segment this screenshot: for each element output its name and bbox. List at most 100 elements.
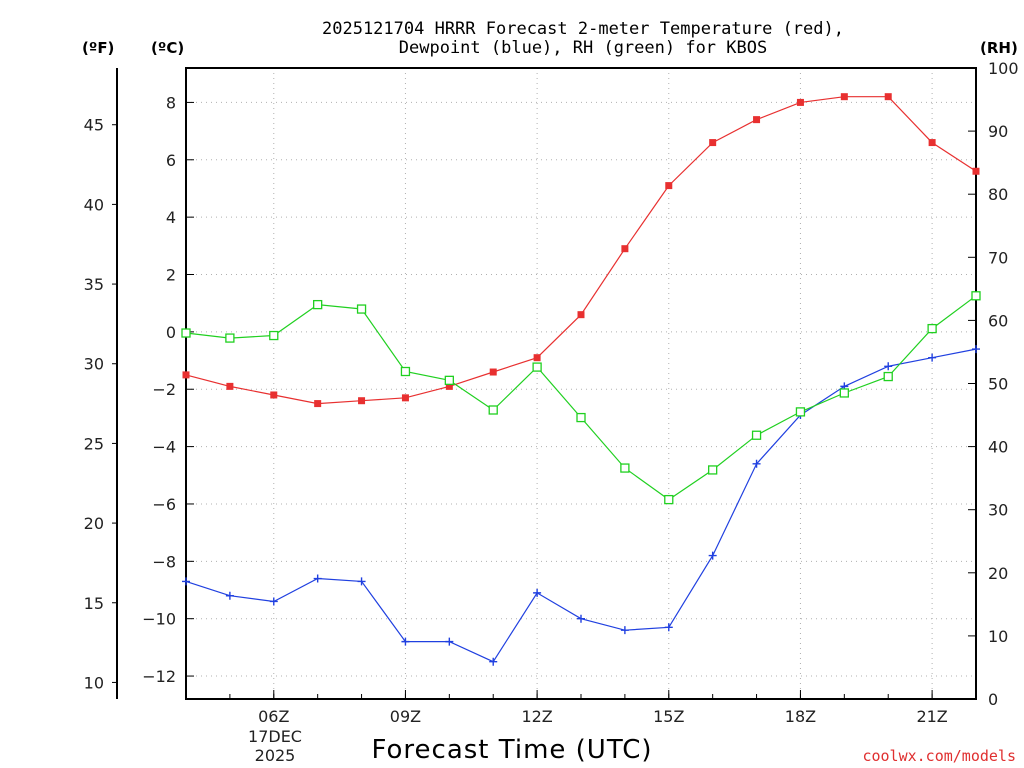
temperature-point [796, 98, 804, 106]
dewpoint-point [664, 623, 673, 632]
rh-point [795, 407, 806, 417]
dewpoint-point [401, 637, 410, 646]
temperature-point [226, 382, 234, 390]
temperature-point [753, 116, 761, 124]
rh-point [927, 323, 937, 334]
x-tick-label: 12Z [521, 707, 552, 726]
rh-point [708, 465, 718, 475]
rh-unit-label: (RH) [980, 39, 1018, 57]
rh-point [971, 291, 981, 301]
celsius-axis: 8 6 4 2 0 −2 −4 −6 −8 −10 −12 [142, 93, 194, 686]
celsius-tick-label: −6 [152, 495, 176, 514]
rh-tick-label: 20 [988, 564, 1008, 583]
rh-point [664, 494, 674, 505]
temperature-point [840, 93, 848, 101]
fahrenheit-tick-label: 15 [84, 594, 104, 613]
dewpoint-point [182, 577, 190, 586]
rh-tick-label: 40 [988, 438, 1008, 457]
celsius-unit-label: (ºC) [151, 39, 184, 57]
dewpoint-point [313, 574, 322, 583]
temperature-point [928, 139, 936, 147]
temperature-series [182, 93, 980, 408]
dewpoint-point [357, 577, 366, 586]
temperature-point [445, 382, 453, 390]
fahrenheit-unit-label: (ºF) [82, 39, 114, 57]
dewpoint-point [489, 657, 498, 666]
dewpoint-point [533, 588, 542, 597]
source-credit: coolwx.com/models [862, 747, 1016, 765]
dewpoint-point [577, 614, 585, 623]
rh-tick-label: 90 [988, 122, 1008, 141]
x-tick-label: 15Z [653, 707, 684, 726]
celsius-tick-label: −8 [152, 552, 176, 571]
rh-tick-label: 60 [988, 311, 1008, 330]
date-label-year: 2025 [255, 746, 296, 765]
dewpoint-point [752, 459, 761, 468]
temperature-point [314, 400, 322, 408]
fahrenheit-tick-label: 25 [84, 434, 104, 453]
temperature-point [270, 391, 278, 399]
fahrenheit-tick-label: 20 [84, 514, 104, 533]
dewpoint-point [972, 345, 980, 354]
fahrenheit-tick-label: 40 [84, 195, 104, 214]
grid-lines [186, 68, 976, 699]
rh-tick-label: 10 [988, 627, 1008, 646]
rh-tick-label: 50 [988, 375, 1008, 394]
rh-point [751, 430, 762, 440]
rh-point [400, 366, 411, 377]
rh-series [181, 291, 981, 505]
fahrenheit-tick-label: 30 [84, 355, 104, 374]
temperature-point [577, 311, 585, 319]
celsius-tick-label: −12 [142, 667, 176, 686]
rh-point [488, 405, 498, 415]
rh-tick-label: 30 [988, 501, 1008, 520]
temperature-point [401, 394, 409, 402]
temperature-point [489, 368, 497, 376]
x-axis: 06Z 09Z 12Z 15Z 18Z 21Z [185, 690, 977, 726]
dewpoint-point [445, 637, 454, 646]
temperature-point [884, 93, 892, 101]
rh-point [225, 333, 235, 343]
temperature-point [972, 167, 980, 175]
x-axis-title: Forecast Time (UTC) [371, 735, 652, 765]
x-tick-label: 06Z [258, 707, 289, 726]
temperature-point [665, 182, 673, 190]
celsius-tick-label: −2 [152, 380, 176, 399]
rh-point [620, 463, 630, 473]
rh-tick-label: 80 [988, 185, 1008, 204]
data-series [181, 93, 981, 666]
celsius-tick-label: 8 [166, 93, 176, 112]
temperature-point [621, 245, 629, 253]
rh-point [444, 375, 454, 385]
dewpoint-point [225, 591, 234, 600]
celsius-tick-label: 2 [166, 266, 176, 285]
rh-point [839, 388, 849, 398]
rh-line [185, 295, 977, 501]
dewpoint-series [182, 345, 980, 666]
fahrenheit-tick-label: 45 [84, 116, 104, 135]
rh-point [883, 371, 893, 382]
rh-point [576, 412, 586, 423]
temperature-point [709, 139, 717, 147]
dewpoint-point [708, 551, 717, 560]
x-tick-label: 18Z [785, 707, 816, 726]
dewpoint-point [620, 626, 629, 635]
x-tick-label: 09Z [390, 707, 421, 726]
rh-tick-label: 70 [988, 248, 1008, 267]
rh-tick-label: 100 [988, 59, 1019, 78]
rh-point [181, 328, 191, 338]
temperature-point [358, 397, 366, 405]
rh-point [269, 330, 279, 341]
rh-tick-label: 0 [988, 690, 998, 709]
chart-title-line1: 2025121704 HRRR Forecast 2-meter Tempera… [322, 19, 844, 39]
celsius-tick-label: −10 [142, 610, 176, 629]
celsius-tick-label: 4 [166, 208, 176, 227]
celsius-tick-label: 0 [166, 323, 176, 342]
dewpoint-point [269, 597, 278, 606]
celsius-tick-label: 6 [166, 151, 176, 170]
celsius-tick-label: −4 [152, 438, 176, 457]
rh-point [532, 362, 542, 372]
x-tick-label: 21Z [916, 707, 947, 726]
